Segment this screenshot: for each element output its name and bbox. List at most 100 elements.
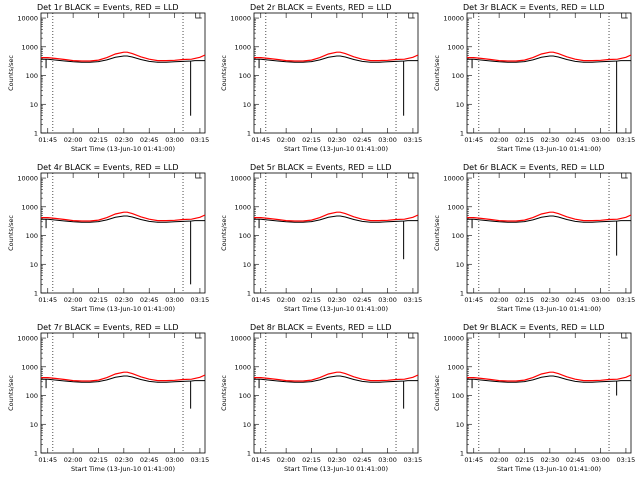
x-tick-label: 02:30 [540,456,559,464]
x-axis-label: Start Time (13-Jun-10 01:41:00) [71,465,175,473]
x-tick-label: 02:15 [515,456,534,464]
y-axis-label: Counts/sec [7,375,15,411]
detector-plot: Det 4r BLACK = Events, RED = LLD 1 10 100 10… [7,163,209,313]
bracket-marker [195,13,202,19]
y-axis-label: Counts/sec [433,55,441,91]
y-tick-label: 1000 [234,43,251,51]
y-tick-label: 10 [456,101,464,109]
events-series-line [254,55,418,63]
x-tick-label: 02:00 [490,296,509,304]
x-tick-label: 02:30 [327,456,346,464]
x-tick-label: 02:45 [353,136,372,144]
y-tick-label: 100 [239,392,251,400]
events-series-line [254,375,418,383]
x-tick-label: 02:00 [277,456,296,464]
x-axis-label: Start Time (13-Jun-10 01:41:00) [71,305,175,313]
y-tick-label: 10 [243,421,251,429]
y-tick-label: 100 [452,232,464,240]
events-series-line [467,375,631,383]
y-axis-label: Counts/sec [433,215,441,251]
x-tick-label: 02:00 [490,456,509,464]
x-tick-label: 02:15 [89,136,108,144]
detector-panel: Det 8r BLACK = Events, RED = LLD 1 10 100 10… [213,320,426,480]
detector-plot: Det 2r BLACK = Events, RED = LLD 1 10 100 10… [220,3,422,153]
detector-panel: Det 7r BLACK = Events, RED = LLD 1 10 100 10… [0,320,213,480]
events-series-line [254,215,418,223]
y-tick-label: 1 [460,290,464,298]
y-axis-label: Counts/sec [433,375,441,411]
y-tick-label: 10 [30,261,38,269]
plot-title: Det 8r BLACK = Events, RED = LLD [250,323,392,332]
y-tick-label: 1000 [447,363,464,371]
plot-title: Det 4r BLACK = Events, RED = LLD [37,163,179,172]
detector-panel: Det 5r BLACK = Events, RED = LLD 1 10 100 10… [213,160,426,320]
x-tick-label: 01:45 [251,296,270,304]
x-tick-label: 02:00 [64,456,83,464]
x-tick-label: 03:15 [404,296,423,304]
y-tick-label: 1 [247,290,251,298]
x-axis-label: Start Time (13-Jun-10 01:41:00) [284,305,388,313]
events-series-line [41,55,205,63]
x-tick-label: 01:45 [38,136,57,144]
plot-frame [40,172,206,294]
x-tick-label: 02:45 [566,296,585,304]
plot-frame [40,332,206,454]
detector-panel: Det 1r BLACK = Events, RED = LLD 1 10 100 10… [0,0,213,160]
bracket-marker [195,173,202,179]
x-tick-label: 01:45 [464,136,483,144]
lld-series-line [254,211,419,222]
plot-frame [466,172,632,294]
x-tick-label: 03:00 [591,136,610,144]
detector-plot: Det 8r BLACK = Events, RED = LLD 1 10 100 10… [220,323,422,473]
detector-panel: Det 3r BLACK = Events, RED = LLD 1 10 100 10… [426,0,639,160]
x-tick-label: 03:00 [165,136,184,144]
x-tick-label: 03:00 [378,296,397,304]
x-tick-label: 02:15 [302,296,321,304]
x-axis-label: Start Time (13-Jun-10 01:41:00) [284,465,388,473]
plot-frame [466,12,632,134]
y-axis-label: Counts/sec [220,55,228,91]
y-tick-label: 1000 [447,203,464,211]
x-tick-label: 02:30 [540,296,559,304]
lld-series-line [254,371,419,382]
y-axis-label: Counts/sec [7,215,15,251]
x-tick-label: 01:45 [251,456,270,464]
x-tick-label: 01:45 [38,456,57,464]
y-tick-label: 1 [34,130,38,138]
plot-title: Det 9r BLACK = Events, RED = LLD [463,323,605,332]
x-tick-label: 02:00 [277,136,296,144]
y-tick-label: 10000 [443,15,464,23]
x-tick-label: 02:00 [64,296,83,304]
lld-series-line [41,51,206,62]
x-tick-label: 02:30 [114,296,133,304]
plot-title: Det 3r BLACK = Events, RED = LLD [463,3,605,12]
x-tick-label: 02:15 [515,296,534,304]
plot-frame [253,172,419,294]
y-tick-label: 10000 [443,175,464,183]
x-tick-label: 01:45 [38,296,57,304]
y-tick-label: 10 [243,261,251,269]
x-axis-label: Start Time (13-Jun-10 01:41:00) [497,465,601,473]
detector-plot: Det 3r BLACK = Events, RED = LLD 1 10 100 10… [433,3,636,153]
x-tick-label: 02:15 [89,296,108,304]
x-tick-label: 03:00 [378,456,397,464]
y-tick-label: 10 [456,261,464,269]
lld-series-line [467,51,632,62]
detector-plot: Det 9r BLACK = Events, RED = LLD 1 10 100 10… [433,323,635,473]
bracket-marker [621,173,628,179]
y-tick-label: 1000 [21,203,38,211]
bracket-marker [408,13,415,19]
x-tick-label: 02:45 [566,456,585,464]
x-tick-label: 01:45 [464,456,483,464]
x-tick-label: 03:15 [617,136,636,144]
y-tick-label: 10000 [17,335,38,343]
y-axis-label: Counts/sec [220,375,228,411]
y-tick-label: 10000 [230,335,251,343]
plot-frame [253,332,419,454]
x-tick-label: 01:45 [251,136,270,144]
y-tick-label: 100 [26,72,38,80]
x-tick-label: 02:45 [353,456,372,464]
y-tick-label: 10000 [17,15,38,23]
x-tick-label: 03:00 [591,296,610,304]
y-tick-label: 1000 [234,363,251,371]
